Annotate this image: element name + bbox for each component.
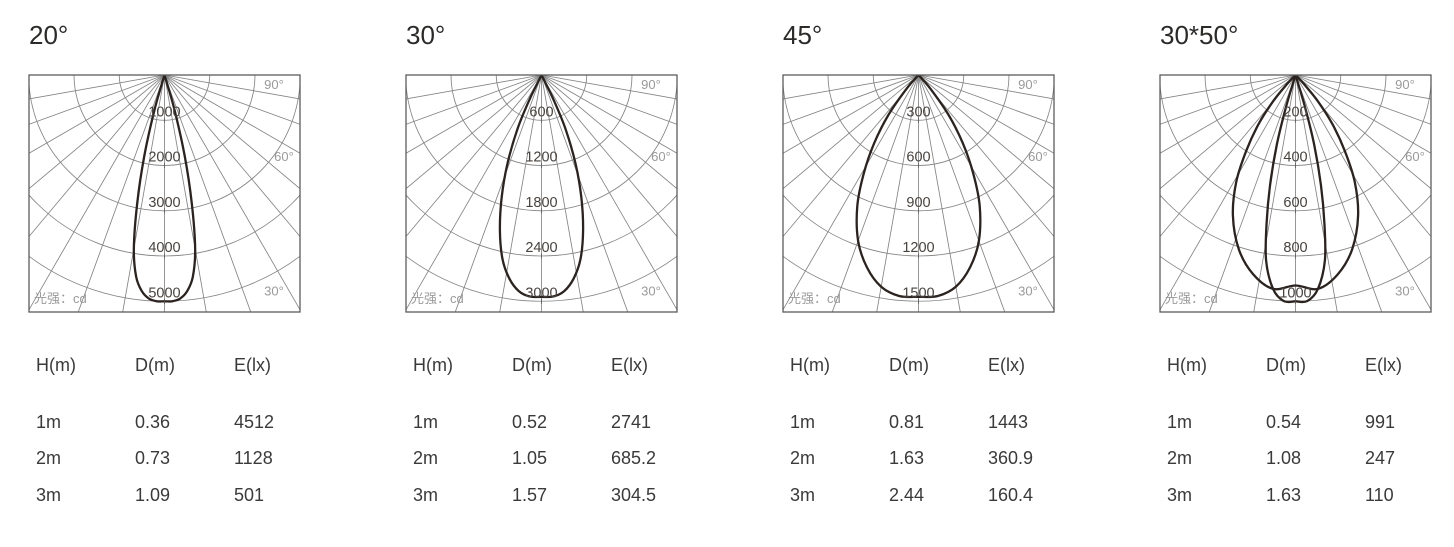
svg-text:30°: 30°: [264, 284, 284, 299]
svg-text:60°: 60°: [1405, 149, 1425, 164]
svg-text:90°: 90°: [1018, 77, 1038, 92]
svg-text:30°: 30°: [641, 284, 661, 299]
svg-text:60°: 60°: [274, 149, 294, 164]
svg-text:90°: 90°: [641, 77, 661, 92]
svg-text:60°: 60°: [651, 149, 671, 164]
svg-text:30°: 30°: [1395, 284, 1415, 299]
svg-text:90°: 90°: [264, 77, 284, 92]
svg-text:光强：cd: 光强：cd: [34, 291, 87, 306]
svg-text:90°: 90°: [1395, 77, 1415, 92]
svg-text:30°: 30°: [1018, 284, 1038, 299]
svg-text:60°: 60°: [1028, 149, 1048, 164]
svg-text:光强：cd: 光强：cd: [1165, 291, 1218, 306]
svg-text:光强：cd: 光强：cd: [788, 291, 841, 306]
svg-text:光强：cd: 光强：cd: [411, 291, 464, 306]
